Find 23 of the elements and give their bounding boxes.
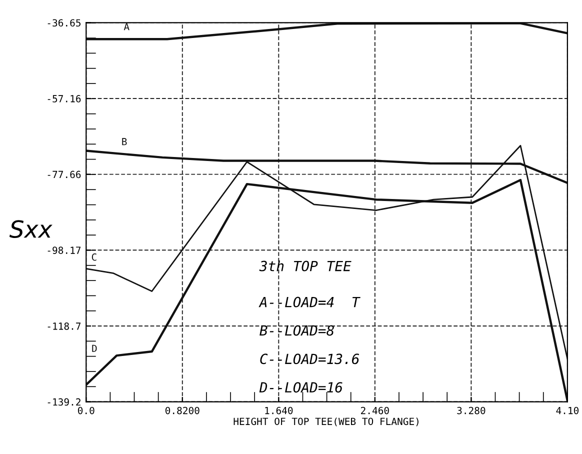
annotation: 3th TOP TEE bbox=[259, 260, 352, 272]
x-tick-label: 0.0 bbox=[78, 406, 94, 414]
y-axis-title: Sxx bbox=[9, 220, 52, 238]
x-tick-label: 3.280 bbox=[457, 406, 486, 414]
annotation: D--LOAD=16 bbox=[259, 382, 342, 393]
y-tick-label: -36.65 bbox=[48, 19, 80, 27]
annotation: B--LOAD=8 bbox=[260, 325, 334, 336]
x-axis-title: HEIGHT OF TOP TEE(WEB TO FLANGE) bbox=[234, 418, 418, 426]
annotation: A--LOAD=4 T bbox=[258, 296, 360, 308]
series-label: C bbox=[92, 253, 96, 261]
series-label: A bbox=[124, 23, 130, 30]
y-tick-label: -57.16 bbox=[48, 95, 81, 102]
y-tick-label: -118.7 bbox=[48, 322, 81, 330]
y-tick-label: -77.66 bbox=[48, 170, 81, 178]
x-tick-label: 1.640 bbox=[265, 406, 293, 414]
annotation: C--LOAD=13.6 bbox=[260, 354, 360, 364]
series-label: B bbox=[122, 138, 127, 146]
y-tick-label: -139.2 bbox=[48, 398, 80, 406]
x-tick-label: 0.8200 bbox=[165, 406, 200, 414]
y-tick-label: -98.17 bbox=[48, 246, 81, 254]
x-tick-label: 4.10 bbox=[556, 406, 579, 414]
x-tick-label: 2.460 bbox=[361, 406, 389, 414]
series-label: D bbox=[92, 344, 97, 352]
